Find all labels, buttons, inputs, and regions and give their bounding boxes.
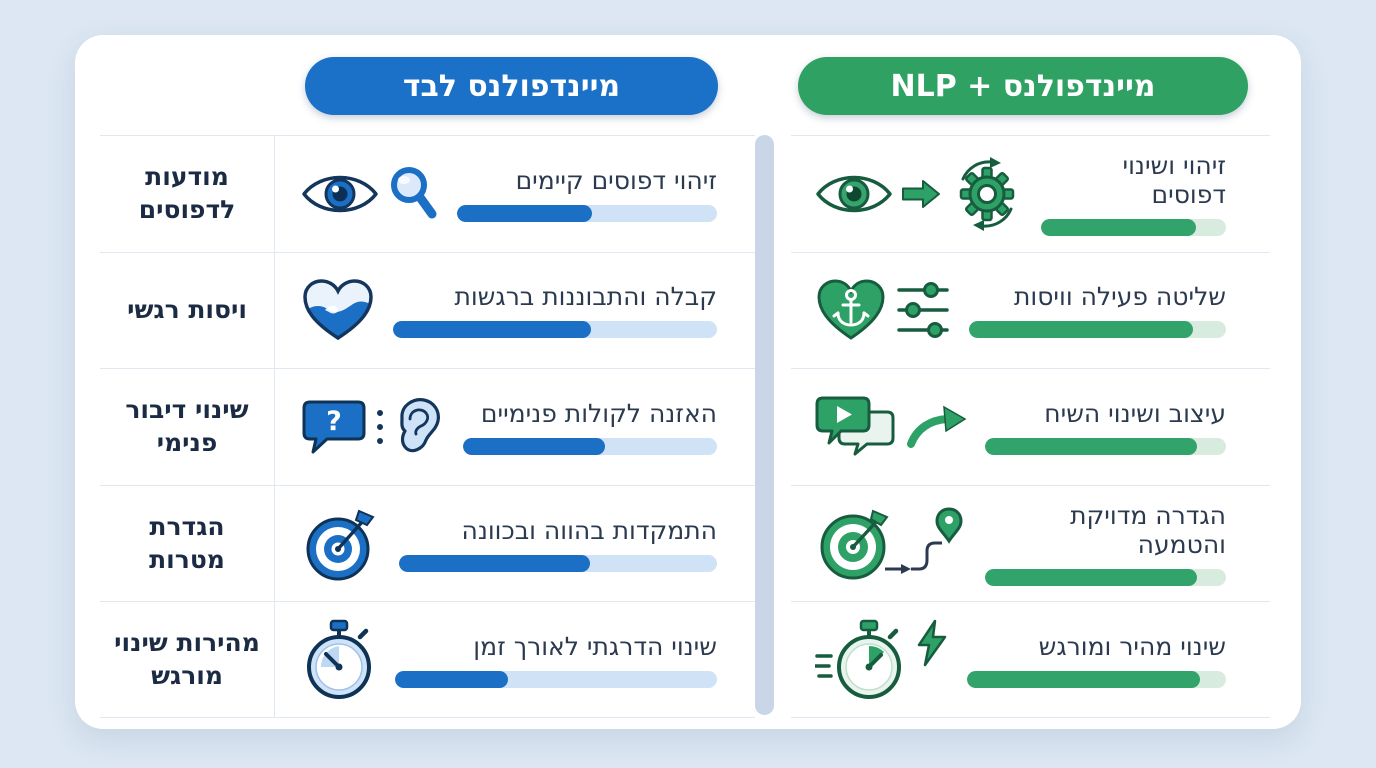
cell-nlp-patterns: זיהוי ושינוי דפוסים (791, 135, 1270, 252)
target-dart-icon (306, 509, 375, 581)
cell-text: שליטה פעילה וויסות (1013, 282, 1226, 312)
cell-alone-speed: שינוי הדרגתי לאורך זמן (275, 601, 755, 718)
header-mindfulness-nlp-label: מיינדפולנס + NLP (890, 68, 1156, 104)
progress-fill (985, 437, 1198, 455)
icon-box (815, 278, 951, 342)
comparison-table: מודעות לדפוסים זיהוי דפוסים קיימים (100, 135, 1270, 718)
ear-icon (400, 398, 440, 453)
row-label-pattern-awareness: מודעות לדפוסים (100, 135, 275, 252)
progress-fill (985, 569, 1198, 587)
progress-fill (1041, 219, 1197, 237)
icon-box (301, 619, 377, 701)
cell-text: שינוי מהיר ומורגש (1038, 631, 1226, 661)
curved-arrow-icon (907, 405, 967, 448)
row-label-speed-of-change: מהירות שינוי מורגש (100, 601, 275, 718)
speed-stopwatch-icon (815, 619, 901, 699)
cell-alone-inner-speech: ? האזנה לקולות פנימיים (275, 368, 755, 485)
eye-icon (816, 175, 892, 213)
cell-text: עיצוב ושינוי השיח (1044, 398, 1226, 428)
play-bubbles-icon (815, 396, 895, 456)
cell-alone-patterns: זיהוי דפוסים קיימים (275, 135, 755, 252)
cell-text: קבלה והתבוננות ברגשות (454, 282, 717, 312)
cell-alone-goals: התמקדות בהווה ובכוונה (275, 484, 755, 602)
cell-text: האזנה לקולות פנימיים (480, 398, 717, 428)
progress-bar (1041, 219, 1226, 237)
progress-bar (395, 670, 717, 688)
anchor-heart-icon (817, 279, 885, 341)
header-mindfulness-alone-label: מיינדפולנס לבד (402, 68, 621, 104)
target-route-pin-icon (820, 507, 963, 580)
progress-fill (967, 670, 1201, 688)
icon-box (815, 503, 967, 585)
cell-text: שינוי הדרגתי לאורך זמן (473, 631, 717, 661)
progress-bar (985, 437, 1226, 455)
progress-fill (395, 670, 508, 688)
cell-nlp-speed: שינוי מהיר ומורגש (791, 601, 1270, 718)
cell-nlp-inner-speech: עיצוב ושינוי השיח (791, 368, 1270, 485)
icon-box (815, 618, 949, 702)
icon-box: ? (301, 396, 445, 458)
header-mindfulness-nlp: מיינדפולנס + NLP (798, 57, 1248, 115)
sliders-icon (897, 282, 949, 339)
icon-box (815, 394, 967, 460)
lightning-icon (917, 619, 947, 666)
icon-box (301, 277, 375, 343)
progress-bar (393, 321, 717, 339)
stopwatch-icon (307, 619, 371, 699)
header-mindfulness-alone: מיינדפולנס לבד (305, 57, 718, 115)
progress-fill (457, 204, 593, 222)
comparison-card: מיינדפולנס לבד מיינדפולנס + NLP מודעות ל… (75, 35, 1301, 729)
cell-text: הגדרה מדויקת והטמעה (1070, 501, 1226, 560)
progress-fill (463, 437, 606, 455)
column-divider (755, 135, 774, 715)
wave-heart-icon (303, 279, 373, 341)
row-label-goal-setting: הגדרת מטרות (100, 484, 275, 602)
gear-cycle-icon (959, 156, 1015, 231)
question-bubble-icon: ? (302, 400, 366, 454)
icon-box (301, 506, 381, 582)
cell-text: התמקדות בהווה ובכוונה (461, 515, 717, 545)
row-label-emotional-regulation: ויסות רגשי (100, 251, 275, 369)
progress-bar (967, 670, 1226, 688)
icon-box (815, 155, 1023, 233)
cell-alone-regulation: קבלה והתבוננות ברגשות (275, 251, 755, 369)
progress-bar (463, 437, 717, 455)
progress-bar (969, 321, 1226, 339)
progress-bar (457, 204, 717, 222)
progress-bar (399, 554, 717, 572)
row-label-inner-speech: שינוי דיבור פנימי (100, 368, 275, 485)
dots-icon (377, 409, 383, 444)
cell-text: זיהוי דפוסים קיימים (515, 165, 717, 195)
eye-icon (302, 175, 378, 213)
cell-nlp-goals: הגדרה מדויקת והטמעה (791, 484, 1270, 602)
svg-text:?: ? (326, 406, 342, 437)
progress-fill (393, 321, 591, 339)
magnifier-icon (391, 166, 437, 219)
cell-text: זיהוי ושינוי דפוסים (1122, 151, 1226, 210)
icon-box (301, 164, 439, 224)
progress-fill (969, 321, 1193, 339)
cell-nlp-regulation: שליטה פעילה וויסות (791, 251, 1270, 369)
progress-bar (985, 569, 1226, 587)
block-arrow-right-icon (902, 179, 940, 208)
progress-fill (399, 554, 590, 572)
